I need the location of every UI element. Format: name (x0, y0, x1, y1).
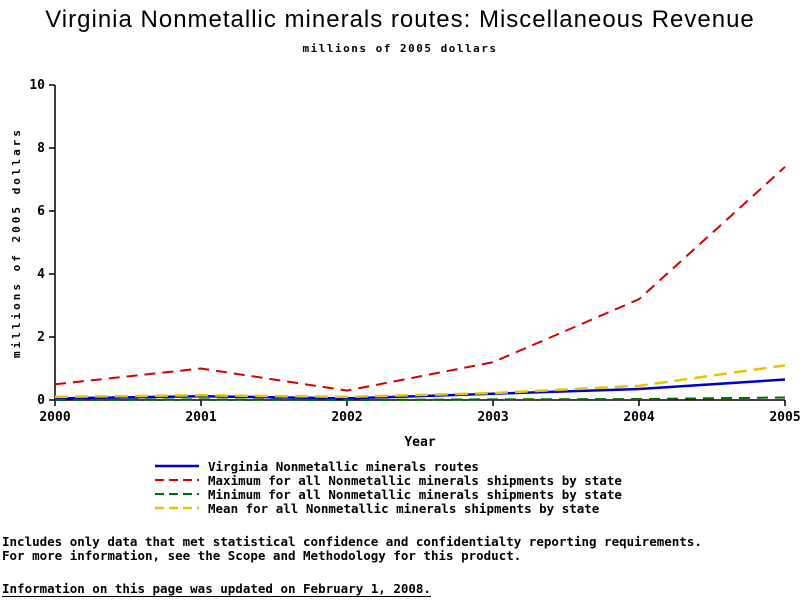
y-tick-label: 2 (37, 330, 45, 345)
y-tick-label: 10 (29, 78, 45, 93)
y-axis-title: millions of 2005 dollars (10, 127, 23, 358)
series-line (54, 364, 786, 399)
legend-item: Maximum for all Nonmetallic minerals shi… (155, 472, 622, 488)
footnote-line-1: Includes only data that met statistical … (2, 534, 702, 549)
x-tick-label: 2001 (185, 410, 216, 425)
legend-line-sample (155, 479, 199, 481)
legend-item: Minimum for all Nonmetallic minerals shi… (155, 486, 622, 502)
footnote-line-2: For more information, see the Scope and … (2, 548, 522, 563)
series-line (54, 396, 786, 402)
legend-label: Maximum for all Nonmetallic minerals shi… (208, 472, 622, 488)
x-tick-label: 2003 (477, 410, 508, 425)
y-tick-label: 8 (37, 141, 45, 156)
y-tick-label: 6 (37, 204, 45, 219)
chart-title: Virginia Nonmetallic minerals routes: Mi… (45, 6, 755, 33)
legend-line-sample (155, 464, 199, 468)
y-tick-label: 4 (37, 267, 45, 282)
chart-legend: Virginia Nonmetallic minerals routes Maxi… (155, 458, 622, 516)
legend-label: Virginia Nonmetallic minerals routes (208, 458, 479, 474)
legend-label: Mean for all Nonmetallic minerals shipme… (208, 500, 600, 516)
x-tick-label: 2005 (769, 410, 800, 425)
series-line (54, 166, 786, 392)
legend-line-sample (155, 506, 199, 510)
page-updated-text: Information on this page was updated on … (2, 581, 431, 596)
legend-label: Minimum for all Nonmetallic minerals shi… (208, 486, 622, 502)
chart-subtitle: millions of 2005 dollars (302, 42, 498, 55)
y-tick-label: 0 (37, 393, 45, 408)
x-tick-label: 2002 (331, 410, 362, 425)
x-axis-title: Year (404, 435, 435, 450)
legend-item: Mean for all Nonmetallic minerals shipme… (155, 500, 622, 516)
legend-item: Virginia Nonmetallic minerals routes (155, 458, 622, 474)
legend-line-sample (155, 493, 199, 495)
line-chart: 0 2 4 6 8 10 2000 2001 2002 2003 2004 2005 Year milli… (10, 78, 800, 450)
x-tick-label: 2004 (623, 410, 654, 425)
x-tick-label: 2000 (39, 410, 70, 425)
